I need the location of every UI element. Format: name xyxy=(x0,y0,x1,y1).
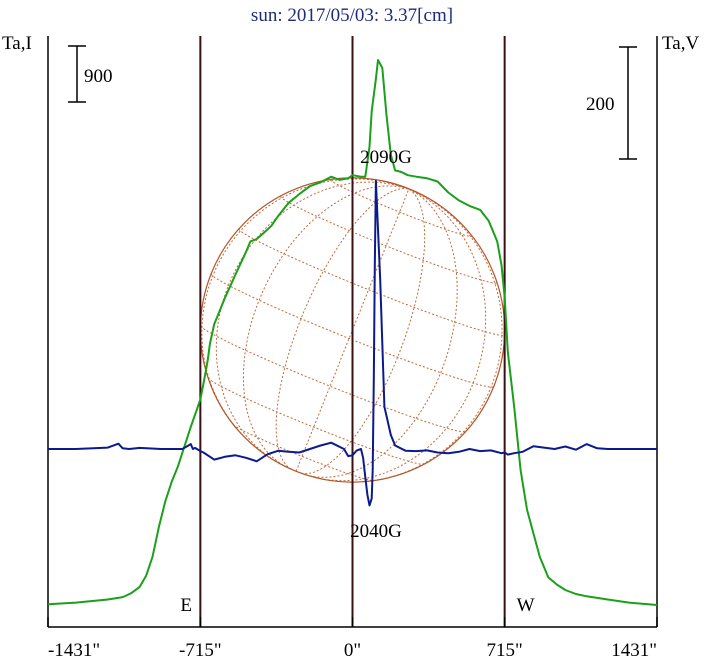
series-i-line xyxy=(47,59,658,606)
chart-title: sun: 2017/05/03: 3.37[cm] xyxy=(251,5,453,26)
annotation-peak-i: 2090G xyxy=(360,147,412,168)
annotations: 2090G 2040G xyxy=(350,147,412,542)
x-tick-label: -1431" xyxy=(48,640,100,661)
grid-latitude-line xyxy=(207,377,425,465)
series-layer xyxy=(47,59,658,606)
y-left-axis-label: Ta,I xyxy=(2,33,32,54)
grid-longitude-line xyxy=(295,188,410,472)
x-tick-label: 715" xyxy=(487,640,523,661)
x-tick-label: 1431" xyxy=(611,640,657,661)
right-scale-bar: 200 xyxy=(586,46,637,160)
limb-label-w: W xyxy=(517,595,535,616)
left-scale-label: 900 xyxy=(84,66,113,87)
x-tick-label: 0" xyxy=(344,640,361,661)
grid-longitude-line xyxy=(305,188,458,478)
right-scale-label: 200 xyxy=(586,94,615,115)
y-right-axis-label: Ta,V xyxy=(662,33,699,54)
series-v-line xyxy=(48,180,657,507)
grid-longitude-line xyxy=(242,185,409,468)
x-axis-ticks: -1431" -715" 0" 715" 1431" xyxy=(47,617,658,661)
grid-longitude-line xyxy=(215,181,409,463)
annotation-peak-v: 2040G xyxy=(350,521,402,542)
left-scale-bar: 900 xyxy=(68,45,113,103)
grid-latitude-line xyxy=(200,325,466,433)
grid-latitude-line xyxy=(232,424,374,482)
grid-latitude-line xyxy=(330,179,473,237)
grid-latitude-line xyxy=(238,228,505,336)
x-tick-label: -715" xyxy=(179,640,222,661)
limb-label-e: E xyxy=(180,595,192,616)
